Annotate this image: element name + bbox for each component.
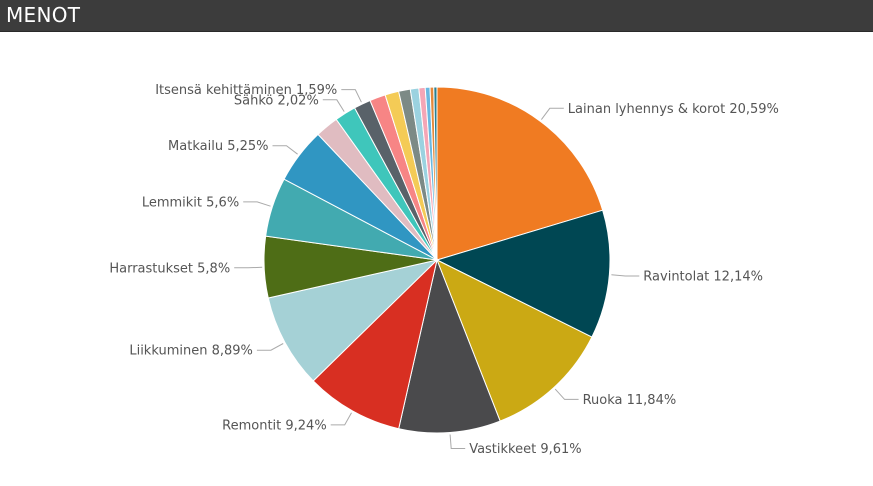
pie-slice-ruoka[interactable] (436, 258, 593, 422)
leader-line-remontit (330, 412, 352, 426)
pie-slice-vastikkeet[interactable] (398, 258, 501, 434)
pie-slices (263, 86, 611, 434)
pie-slice-lainan-lyhennys-and-korot[interactable] (436, 86, 604, 261)
data-label-liikkuminen: Liikkuminen 8,89% (129, 344, 253, 359)
data-label-harrastukset: Harrastukset 5,8% (109, 261, 230, 276)
data-label-sahko: Sähkö 2,02% (234, 93, 319, 108)
leader-line-vastikkeet (449, 434, 466, 449)
leader-line-ruoka (554, 388, 579, 400)
data-label-lainan-lyhennys-and-korot: Lainan lyhennys & korot 20,59% (568, 102, 779, 117)
data-label-ruoka: Ruoka 11,84% (583, 393, 677, 408)
leader-line-harrastukset (234, 266, 263, 269)
header-bar: MENOT (0, 0, 873, 32)
pie-slice-remontit[interactable] (312, 258, 438, 430)
pie-slice-20[interactable] (433, 86, 438, 261)
leader-line-itsensa-kehittaminen (341, 89, 362, 103)
leader-line-lainan-lyhennys-and-korot (540, 107, 564, 120)
leader-line-sahko (322, 99, 345, 112)
data-label-itsensa-kehittaminen: Itsensä kehittäminen 1,59% (155, 83, 337, 98)
data-label-lemmikit: Lemmikit 5,6% (142, 195, 239, 210)
leader-line-matkailu (272, 145, 298, 155)
leader-line-lemmikit (243, 201, 271, 207)
data-label-remontit: Remontit 9,24% (222, 418, 327, 433)
data-label-ravintolat: Ravintolat 12,14% (643, 270, 763, 285)
pie-slice-ravintolat[interactable] (435, 209, 611, 338)
data-labels: Lainan lyhennys & korot 20,59% Ravintolat… (109, 83, 779, 457)
data-label-vastikkeet: Vastikkeet 9,61% (469, 442, 581, 457)
leader-line-ravintolat (611, 274, 640, 277)
pie-slice-liikkuminen[interactable] (267, 259, 439, 382)
data-label-matkailu: Matkailu 5,25% (168, 139, 268, 154)
leader-line-liikkuminen (256, 343, 284, 351)
leader-lines (234, 89, 640, 449)
page-title: MENOT (6, 3, 81, 27)
